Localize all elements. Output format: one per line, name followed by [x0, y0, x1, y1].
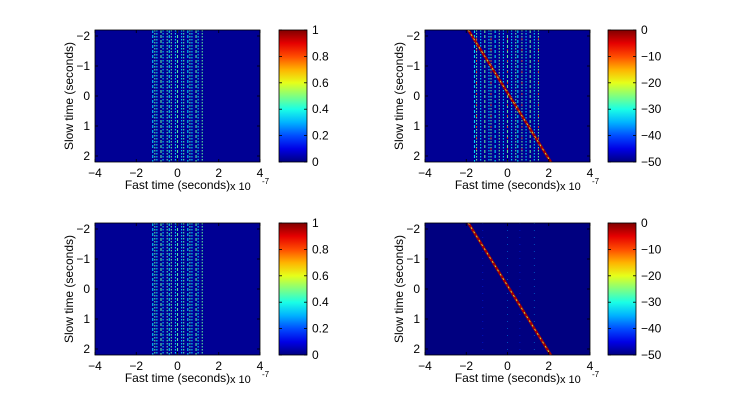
x-tick-label: 2	[215, 359, 222, 373]
colorbar-tick-label: −10	[641, 242, 662, 256]
x-exponent-label: x 10	[560, 374, 581, 386]
y-axis-label: Slow time (seconds)	[392, 235, 406, 343]
x-tick-label: 0	[504, 166, 511, 180]
colorbar-gradient	[607, 29, 637, 163]
y-tick-label: 2	[83, 149, 90, 163]
x-tick-label: 2	[545, 359, 552, 373]
x-tick-label: 4	[587, 359, 594, 373]
colorbar-tick-label: 0	[312, 348, 319, 362]
x-tick-label: −2	[459, 166, 473, 180]
heatmap-image	[95, 30, 260, 162]
x-tick-label: 0	[174, 166, 181, 180]
y-tick-label: −1	[406, 252, 420, 266]
colorbar-tick-label: −40	[641, 129, 662, 143]
colorbar-tick-label: −20	[641, 76, 662, 90]
y-tick-label: −2	[76, 29, 90, 43]
y-tick-label: 1	[83, 312, 90, 326]
y-tick-label: −2	[406, 222, 420, 236]
y-tick-label: −2	[406, 29, 420, 43]
colorbar-tick-label: 0.8	[312, 49, 329, 63]
y-axis-label: Slow time (seconds)	[392, 42, 406, 150]
colorbar: 0 0.2 0.4 0.6 0.8 1	[278, 23, 329, 169]
y-axis-label: Slow time (seconds)	[62, 235, 76, 343]
y-tick-label: 0	[413, 282, 420, 296]
y-tick-label: 2	[413, 342, 420, 356]
colorbar-tick-label: 0.8	[312, 242, 329, 256]
x-axis-label: Fast time (seconds)	[125, 371, 230, 385]
x-axis-label: Fast time (seconds)	[455, 178, 560, 192]
colorbar: −50 −40 −30 −20 −10 0	[607, 216, 662, 362]
x-tick-label: 4	[587, 166, 594, 180]
y-tick-label: −1	[406, 59, 420, 73]
y-axis-label: Slow time (seconds)	[62, 42, 76, 150]
heatmap-image	[95, 223, 260, 355]
x-tick-label: −2	[129, 359, 143, 373]
x-axis-label: Fast time (seconds)	[125, 178, 230, 192]
heatmap-image	[425, 30, 590, 162]
y-tick-label: −1	[76, 252, 90, 266]
x-exponent: -7	[262, 370, 270, 379]
x-exponent-label: x 10	[560, 181, 581, 193]
x-tick-label: −2	[129, 166, 143, 180]
colorbar-tick-label: −30	[641, 295, 662, 309]
x-tick-label: 2	[545, 166, 552, 180]
colorbar-tick-label: 0.4	[312, 102, 329, 116]
y-tick-label: 1	[83, 119, 90, 133]
x-exponent: -7	[262, 177, 270, 186]
colorbar-gradient	[278, 29, 308, 163]
colorbar-tick-label: −50	[641, 155, 662, 169]
colorbar-tick-label: 1	[312, 216, 319, 230]
colorbar-tick-label: 0.2	[312, 129, 329, 143]
colorbar-tick-label: −20	[641, 269, 662, 283]
x-tick-label: 4	[257, 166, 264, 180]
diagonal-core	[467, 223, 552, 355]
x-exponent: -7	[592, 177, 600, 186]
colorbar-gradient	[607, 222, 637, 356]
y-tick-label: 2	[413, 149, 420, 163]
colorbar-tick-label: 0	[312, 155, 319, 169]
colorbar-tick-label: 0	[641, 216, 648, 230]
x-tick-label: 0	[174, 359, 181, 373]
colorbar-tick-label: 0.6	[312, 76, 329, 90]
x-tick-label: 2	[215, 166, 222, 180]
x-tick-label: −4	[418, 166, 432, 180]
colorbar-tick-label: 0.2	[312, 322, 329, 336]
x-tick-label: 4	[257, 359, 264, 373]
y-tick-label: 1	[413, 312, 420, 326]
colorbar-tick-label: −30	[641, 102, 662, 116]
diagonal-core	[467, 30, 552, 162]
x-tick-label: −4	[88, 166, 102, 180]
y-tick-label: 2	[83, 342, 90, 356]
y-tick-label: 0	[83, 282, 90, 296]
x-exponent: -7	[592, 370, 600, 379]
x-tick-label: 0	[504, 359, 511, 373]
colorbar: 0 0.2 0.4 0.6 0.8 1	[278, 216, 329, 362]
colorbar-tick-label: 1	[312, 23, 319, 37]
x-axis-label: Fast time (seconds)	[455, 371, 560, 385]
colorbar-tick-label: −10	[641, 49, 662, 63]
colorbar-tick-label: 0	[641, 23, 648, 37]
y-tick-label: −1	[76, 59, 90, 73]
colorbar-tick-label: 0.6	[312, 269, 329, 283]
x-exponent-label: x 10	[230, 374, 251, 386]
heatmap-image	[425, 223, 590, 355]
x-exponent-label: x 10	[230, 181, 251, 193]
x-tick-label: −4	[418, 359, 432, 373]
y-tick-label: 1	[413, 119, 420, 133]
colorbar-tick-label: −50	[641, 348, 662, 362]
x-tick-label: −4	[88, 359, 102, 373]
y-tick-label: 0	[83, 89, 90, 103]
y-tick-label: 0	[413, 89, 420, 103]
colorbar-tick-label: −40	[641, 322, 662, 336]
colorbar-gradient	[278, 222, 308, 356]
y-tick-label: −2	[76, 222, 90, 236]
x-tick-label: −2	[459, 359, 473, 373]
colorbar: −50 −40 −30 −20 −10 0	[607, 23, 662, 169]
colorbar-tick-label: 0.4	[312, 295, 329, 309]
